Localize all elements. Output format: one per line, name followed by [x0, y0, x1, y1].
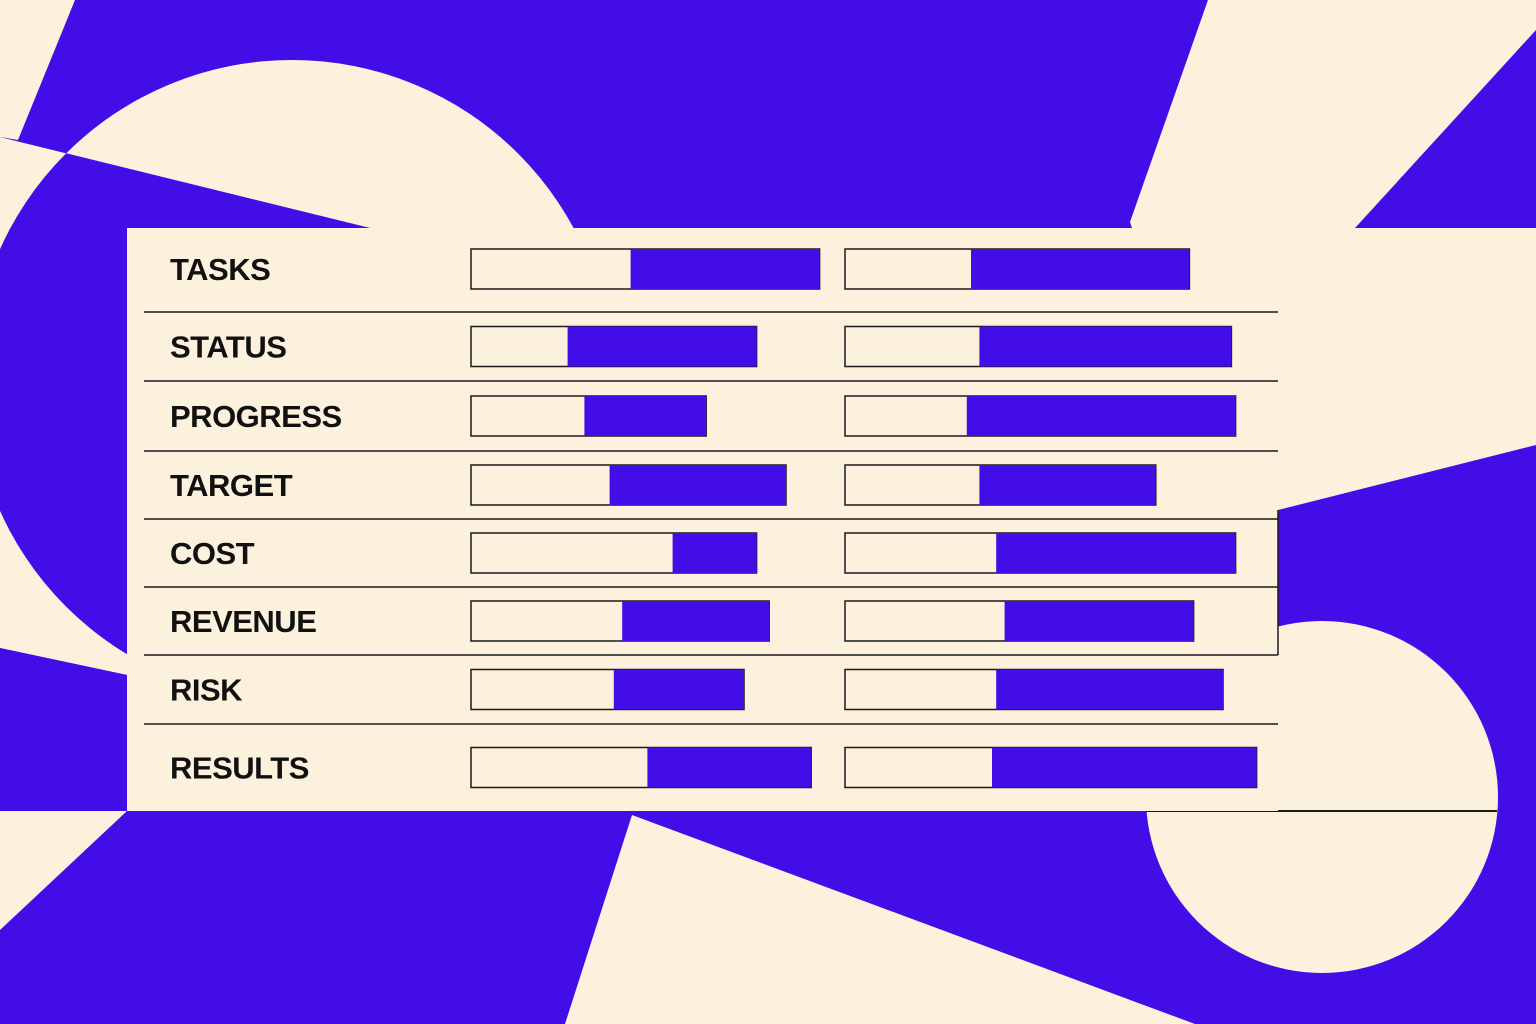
bar-fill [992, 747, 1257, 788]
bar-fill [609, 465, 786, 505]
row-label: STATUS [170, 330, 286, 365]
bar-fill [979, 326, 1232, 367]
row-label: TASKS [170, 252, 270, 287]
row-label: TARGET [170, 468, 293, 503]
bar-fill [966, 396, 1236, 436]
bar-fill [672, 533, 757, 573]
row-label: RISK [170, 673, 243, 708]
bar-fill [567, 326, 757, 367]
row-label: COST [170, 536, 255, 571]
bar-fill [971, 249, 1190, 289]
shape [1130, 0, 1536, 228]
row-label: PROGRESS [170, 399, 342, 434]
bar-fill [630, 249, 820, 289]
bar-fill [584, 396, 707, 436]
row-label: REVENUE [170, 604, 316, 639]
bar-fill [622, 601, 770, 641]
row-label: RESULTS [170, 751, 309, 786]
shape [0, 0, 75, 140]
bar-fill [996, 669, 1223, 710]
bar-fill [1004, 601, 1194, 641]
bar-fill [647, 747, 812, 788]
bar-fill [996, 533, 1236, 573]
bar-fill [979, 465, 1156, 505]
bar-fill [613, 669, 744, 710]
